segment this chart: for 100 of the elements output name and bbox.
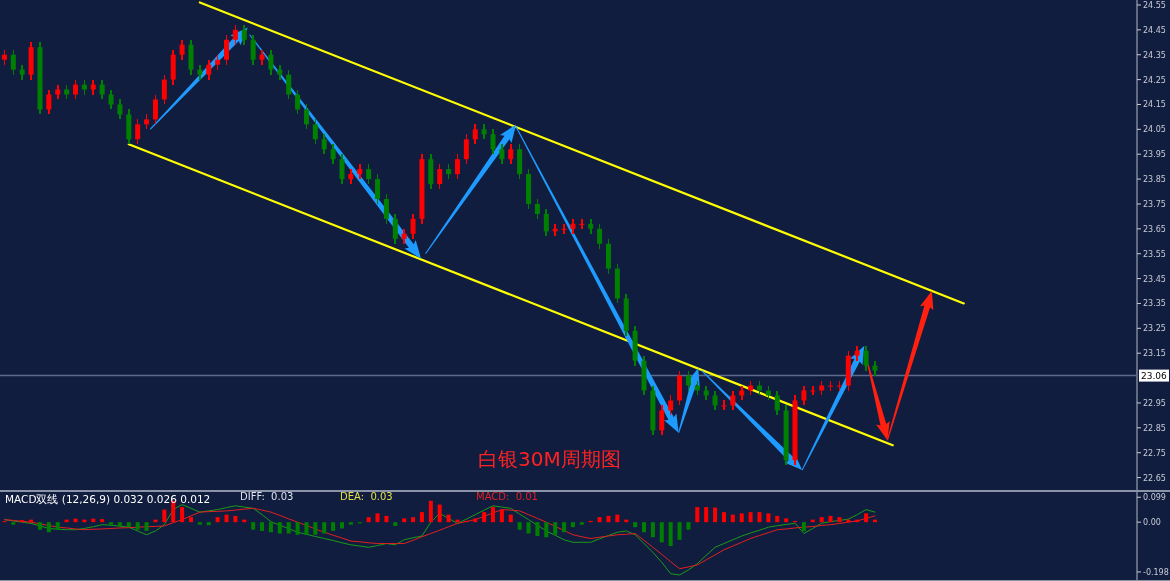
candlestick (330, 143, 336, 165)
candlestick (801, 384, 807, 407)
candlestick (685, 369, 691, 392)
bar (411, 517, 416, 523)
candlestick (543, 208, 549, 238)
annotation: DIFF: 0.03 (240, 491, 294, 502)
bar (251, 522, 256, 530)
bar (633, 522, 638, 528)
y-tick-label: 0.00 (1143, 518, 1161, 528)
bar (748, 512, 753, 523)
candlestick (286, 68, 292, 101)
candlestick (579, 218, 585, 230)
bar (331, 522, 336, 531)
bar (428, 500, 433, 523)
y-tick-label: 23.45 (1143, 274, 1166, 284)
y-tick-label: 23.95 (1143, 150, 1166, 160)
candlestick (152, 93, 158, 126)
y-tick-label: 24.05 (1143, 125, 1166, 135)
y-tick-label: 22.65 (1143, 473, 1166, 483)
y-tick-label: 24.45 (1143, 25, 1166, 35)
bar (180, 507, 185, 523)
candlestick (99, 78, 105, 101)
candlestick (774, 389, 780, 417)
bar (721, 512, 726, 523)
bar (730, 514, 735, 523)
bar (135, 522, 140, 530)
bar (446, 514, 451, 523)
bar (375, 513, 380, 523)
annotation: MACD: 0.01 (476, 491, 538, 502)
bar (11, 522, 16, 525)
candlestick (810, 384, 816, 397)
y-tick-label: 24.35 (1143, 50, 1166, 60)
candlestick (463, 133, 469, 165)
bar (784, 518, 789, 523)
annotation: 白银30M周期图 (478, 447, 621, 471)
y-tick-label: 23.85 (1143, 175, 1166, 185)
y-tick-label: 22.75 (1143, 448, 1166, 458)
bar (126, 522, 131, 528)
bar (348, 522, 353, 525)
candlestick (117, 98, 123, 121)
candlestick (490, 128, 496, 156)
candlestick (712, 389, 718, 412)
bar (819, 517, 824, 523)
bar (437, 504, 442, 523)
y-tick-label: -0.198 (1143, 567, 1169, 577)
candlestick (224, 34, 230, 66)
bar (419, 512, 424, 523)
candlestick (668, 394, 674, 417)
candlestick (437, 163, 443, 190)
bar (304, 522, 309, 535)
bar (491, 507, 495, 523)
bar (544, 522, 549, 538)
candlestick (268, 48, 274, 76)
bar (313, 522, 318, 535)
candlestick (241, 24, 247, 46)
bar (615, 514, 620, 523)
bar (579, 522, 584, 525)
bar (650, 522, 655, 538)
y-tick-label: 23.65 (1143, 224, 1166, 234)
bar (402, 518, 407, 523)
bar (535, 522, 540, 536)
candlestick (179, 39, 185, 61)
y-tick-label: 22.85 (1143, 423, 1166, 433)
bar (224, 514, 229, 523)
bar (117, 522, 122, 526)
bar (366, 517, 371, 523)
bar (606, 515, 611, 523)
bar (570, 522, 575, 528)
bar (713, 507, 718, 523)
candlestick (472, 123, 478, 146)
candlestick (161, 73, 167, 106)
chart-title: MACD双线 (12,26,9) 0.032 0.026 0.012 (5, 493, 211, 505)
bar (384, 515, 389, 523)
y-tick-label: 23.35 (1143, 299, 1166, 309)
bar (473, 518, 478, 523)
bar (766, 513, 771, 523)
bar (277, 522, 282, 534)
annotation: DEA: 0.03 (340, 491, 393, 502)
bar (206, 522, 211, 526)
candlestick (454, 153, 460, 180)
candlestick (232, 24, 238, 46)
bar (322, 522, 327, 534)
candlestick (339, 153, 345, 185)
bar (704, 507, 709, 523)
candlestick (863, 344, 869, 372)
bar (642, 522, 646, 533)
bar (508, 514, 513, 523)
candlestick (383, 193, 389, 225)
y-tick-label: 23.55 (1143, 249, 1166, 259)
bar (553, 522, 558, 535)
bar (393, 522, 398, 526)
candlestick (321, 133, 327, 156)
candlestick (206, 58, 212, 81)
bar (517, 522, 522, 530)
y-tick-label: 23.25 (1143, 324, 1166, 334)
candlestick (73, 78, 78, 101)
candlestick (135, 118, 141, 146)
candlestick (250, 34, 256, 66)
y-tick-label: 23.75 (1143, 199, 1166, 209)
ref-line-label: 23.06 (1141, 371, 1168, 382)
